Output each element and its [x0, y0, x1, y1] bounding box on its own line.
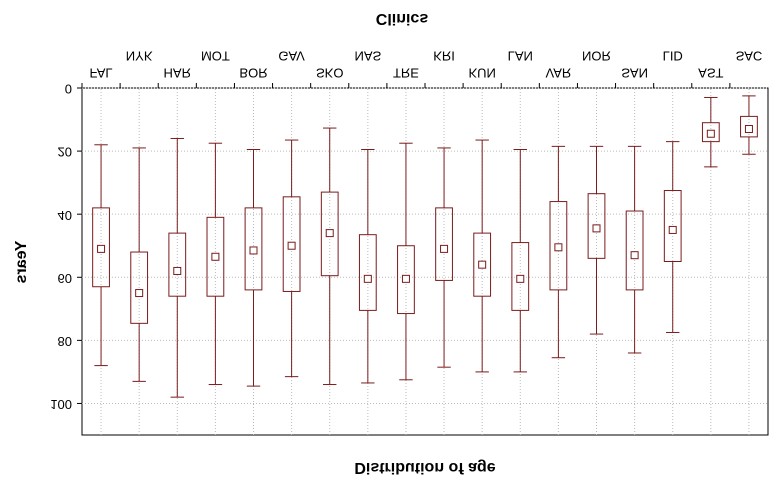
x-tick-label: KUN	[468, 66, 495, 81]
median-marker	[287, 241, 296, 250]
plot-area	[81, 87, 769, 436]
median-marker	[592, 224, 601, 233]
median-marker	[401, 274, 410, 283]
x-tick-label: SAN	[621, 66, 648, 81]
y-tick-label: 100	[50, 397, 72, 412]
median-marker	[630, 251, 639, 260]
chart-title: Distribution of age	[354, 459, 495, 476]
box	[168, 232, 187, 297]
median-marker	[554, 243, 563, 252]
x-tick-label: VAR	[546, 66, 572, 81]
box	[701, 122, 720, 143]
box	[320, 191, 339, 277]
box	[130, 251, 149, 324]
y-tick-label: 80	[58, 334, 72, 349]
y-tick-label: 40	[58, 208, 72, 223]
median-marker	[211, 252, 220, 261]
box	[625, 210, 644, 291]
median-marker	[440, 244, 449, 253]
median-marker	[706, 129, 715, 138]
box	[663, 190, 682, 262]
x-tick-label: SKO	[316, 66, 343, 81]
median-marker	[97, 244, 106, 253]
box	[511, 242, 530, 311]
y-tick-label: 20	[58, 145, 72, 160]
x-tick-label: SAC	[736, 49, 763, 64]
x-tick-label: BOR	[239, 66, 267, 81]
x-tick-label: LAN	[508, 49, 533, 64]
x-tick-label: NAS	[354, 49, 381, 64]
median-marker	[478, 260, 487, 269]
box	[549, 201, 568, 291]
x-tick-label: TRE	[393, 66, 419, 81]
median-marker	[516, 274, 525, 283]
y-axis-title: Years	[13, 241, 30, 284]
median-marker	[135, 289, 144, 298]
x-tick-label: NOR	[582, 49, 611, 64]
box	[206, 216, 225, 297]
box	[435, 207, 453, 281]
box	[587, 193, 606, 259]
y-tick-label: 0	[65, 82, 72, 97]
x-tick-label: KRI	[433, 49, 455, 64]
x-tick-label: FAL	[89, 66, 112, 81]
x-tick-label: AST	[698, 66, 723, 81]
x-tick-label: GAV	[278, 49, 305, 64]
box	[282, 196, 301, 292]
y-tick-label: 60	[58, 271, 72, 286]
x-tick-label: NYK	[126, 49, 153, 64]
median-marker	[363, 274, 372, 283]
median-marker	[744, 125, 753, 134]
box	[358, 234, 377, 311]
x-tick-label: MOT	[201, 49, 230, 64]
box	[92, 207, 110, 288]
x-tick-label: LID	[663, 49, 683, 64]
box	[244, 207, 263, 291]
median-marker	[325, 229, 334, 238]
box	[740, 115, 758, 138]
box	[397, 245, 415, 315]
median-marker	[173, 266, 182, 275]
median-marker	[668, 225, 677, 234]
median-marker	[249, 246, 258, 255]
x-axis-title: Clinics	[376, 10, 429, 27]
box	[473, 232, 492, 297]
x-tick-label: HAR	[164, 66, 191, 81]
